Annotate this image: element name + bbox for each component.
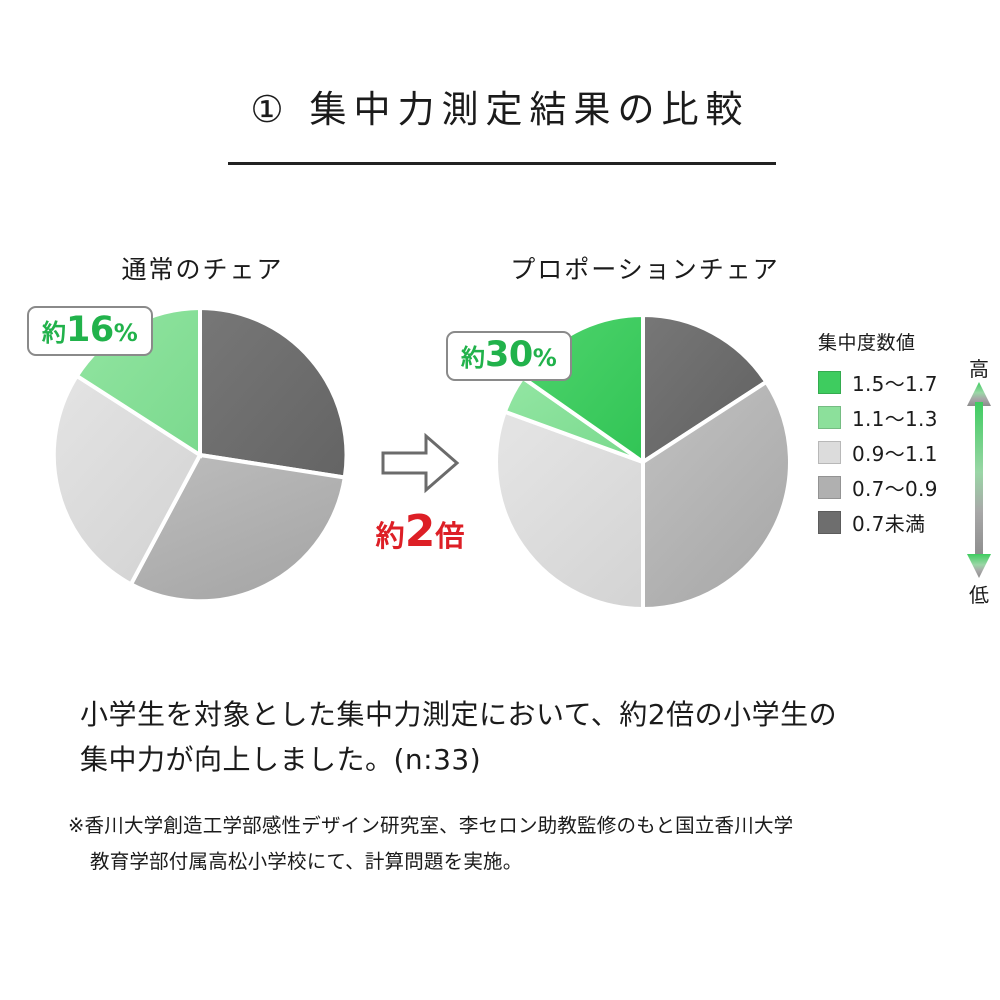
- pie-heading-normal-chair: 通常のチェア: [121, 255, 284, 284]
- legend-item-label: 1.1〜1.3: [852, 407, 938, 431]
- page-title: ① 集中力測定結果の比較: [250, 88, 750, 131]
- multiplier-number: 2: [404, 506, 436, 557]
- transition-block: 約2倍: [355, 432, 485, 554]
- callout-number: 30: [485, 335, 533, 375]
- multiplier-suffix: 倍: [435, 519, 465, 553]
- callout-badge-normal-chair: 約16%: [27, 306, 153, 356]
- legend-swatch-icon: [818, 406, 841, 429]
- legend-item-label: 0.7〜0.9: [852, 477, 938, 501]
- scale-double-arrow-icon: [967, 382, 991, 578]
- scale-low-label: 低: [969, 583, 989, 607]
- legend-title: 集中度数値: [818, 332, 916, 354]
- multiplier-label: 約2倍: [355, 510, 485, 554]
- title-underline-divider: [228, 162, 776, 165]
- legend-item-1-5-to-1-7: 1.5〜1.7: [818, 365, 944, 400]
- pie-slice-under-0-7: [641, 315, 770, 466]
- pie-slice-under-0-7: [198, 308, 347, 480]
- chart-legend: 集中度数値 1.5〜1.7 1.1〜1.3 0.9〜1.1 0.7〜0.9: [818, 328, 998, 605]
- pie-chart-normal-chair-svg: [53, 308, 347, 602]
- pie-slice-0-7-to-0-9: [641, 379, 790, 609]
- callout-prefix: 約: [42, 319, 66, 347]
- title-block: ① 集中力測定結果の比較: [0, 88, 1000, 132]
- pie-slice-0-7-to-0-9: [128, 452, 347, 602]
- legend-item-under-0-7: 0.7未満: [818, 505, 944, 540]
- legend-swatch-icon: [818, 371, 841, 394]
- footnote: ※香川大学創造工学部感性デザイン研究室、李セロン助教監修のもと国立香川大学 教育…: [68, 808, 948, 880]
- legend-item-label: 1.5〜1.7: [852, 372, 938, 396]
- legend-item-1-1-to-1-3: 1.1〜1.3: [818, 400, 944, 435]
- legend-items: 1.5〜1.7 1.1〜1.3 0.9〜1.1 0.7〜0.9 0.7未満: [818, 365, 944, 540]
- pie-heading-proportion-chair: プロポーションチェア: [510, 255, 780, 284]
- legend-item-label: 0.7未満: [852, 512, 926, 536]
- pie-chart-proportion-chair-svg: [496, 315, 790, 609]
- legend-item-0-9-to-1-1: 0.9〜1.1: [818, 435, 944, 470]
- legend-scale: 高 低: [956, 359, 1000, 605]
- multiplier-prefix: 約: [375, 519, 405, 553]
- body-copy-line-1: 小学生を対象とした集中力測定において、約2倍の小学生の: [80, 698, 838, 731]
- pie-slice-0-9-to-1-1: [53, 373, 203, 587]
- scale-high-label: 高: [969, 357, 989, 381]
- legend-item-0-7-to-0-9: 0.7〜0.9: [818, 470, 944, 505]
- pie-chart-normal-chair: [53, 308, 347, 602]
- body-copy: 小学生を対象とした集中力測定において、約2倍の小学生の 集中力が向上しました。(…: [80, 692, 940, 783]
- body-copy-line-2: 集中力が向上しました。(n:33): [80, 743, 482, 777]
- legend-item-label: 0.9〜1.1: [852, 442, 938, 466]
- footnote-line-2: 教育学部付属高松小学校にて、計算問題を実施。: [90, 850, 523, 874]
- arrow-right-outline-icon: [381, 432, 460, 494]
- legend-swatch-icon: [818, 441, 841, 464]
- pie-chart-proportion-chair: [496, 315, 790, 609]
- callout-prefix: 約: [461, 344, 485, 372]
- callout-suffix: %: [113, 319, 138, 347]
- legend-swatch-icon: [818, 511, 841, 534]
- callout-number: 16: [66, 310, 114, 350]
- callout-badge-proportion-chair: 約30%: [446, 331, 572, 381]
- legend-body: 1.5〜1.7 1.1〜1.3 0.9〜1.1 0.7〜0.9 0.7未満 高: [818, 359, 998, 605]
- callout-suffix: %: [532, 344, 557, 372]
- footnote-line-1: ※香川大学創造工学部感性デザイン研究室、李セロン助教監修のもと国立香川大学: [68, 814, 794, 837]
- pie-slice-0-9-to-1-1: [496, 409, 645, 609]
- legend-swatch-icon: [818, 476, 841, 499]
